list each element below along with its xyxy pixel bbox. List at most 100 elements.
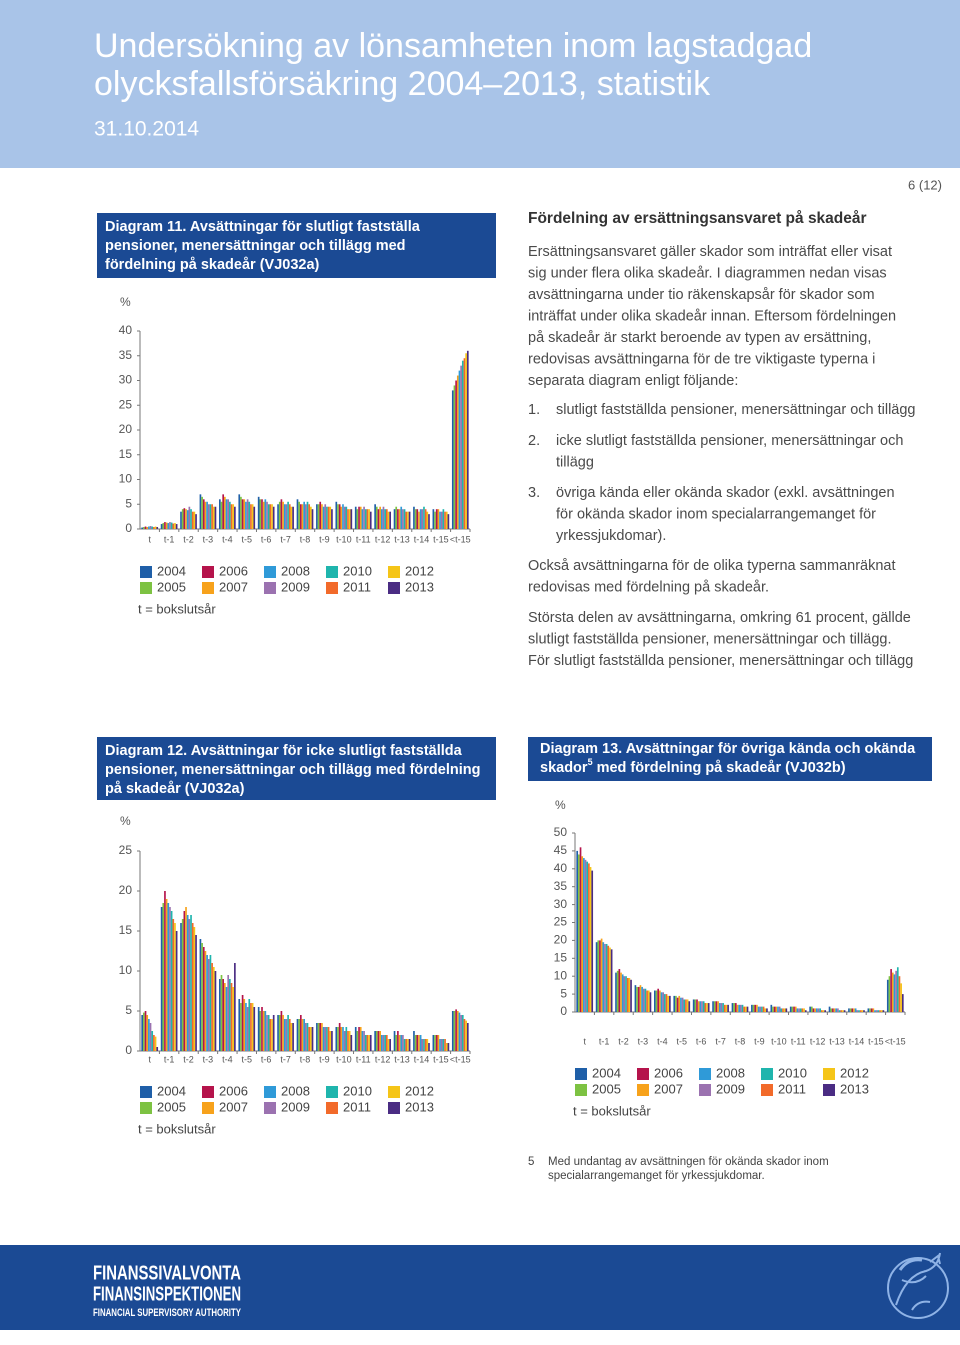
bar [738, 1004, 740, 1012]
bar [322, 506, 325, 529]
bar [144, 526, 147, 529]
bar [240, 496, 242, 529]
y-tick-label: 35 [554, 879, 568, 893]
bar [667, 995, 670, 1012]
list-line: slutligt fastställda pensioner, menersät… [556, 402, 915, 418]
bar [451, 1011, 454, 1051]
bar [146, 527, 149, 529]
bar [418, 1035, 420, 1051]
bar [686, 999, 689, 1012]
bar [199, 939, 202, 1051]
bar [819, 1008, 821, 1012]
legend-label: 2013 [405, 579, 434, 594]
bar [874, 1010, 876, 1012]
bar [224, 496, 226, 529]
bar [241, 995, 244, 1051]
bar [854, 1008, 857, 1012]
body-line: redovisas med fördelning på skadeår. [528, 579, 769, 595]
bar [764, 1008, 767, 1012]
bar [290, 506, 293, 529]
bar [586, 861, 589, 1012]
bar [704, 1003, 707, 1012]
bar [440, 1039, 443, 1051]
x-tick-label: t-9 [319, 1054, 330, 1064]
bar [170, 911, 173, 1051]
chart-title: pensioner, menersättningar och tillägg m… [105, 762, 480, 778]
footnote-line: Med undantag av avsättningen för okända … [548, 1156, 829, 1168]
legend-swatch [823, 1068, 835, 1080]
bar [214, 506, 217, 529]
bar [793, 1006, 795, 1012]
legend-swatch [699, 1084, 711, 1096]
bar [824, 1010, 826, 1012]
bar [740, 1004, 742, 1012]
bar [199, 494, 202, 529]
legend-swatch [140, 1102, 152, 1114]
bar [636, 986, 638, 1012]
legend-swatch [761, 1084, 773, 1096]
bar [734, 1003, 737, 1012]
bar [699, 1001, 702, 1012]
bar [180, 923, 182, 1051]
bar [442, 1039, 445, 1051]
bar [301, 504, 304, 529]
bar [414, 509, 417, 529]
bar [288, 1019, 291, 1051]
bar [837, 1008, 839, 1012]
chart-title: Diagram 13. Avsättningar för övriga känd… [540, 741, 916, 757]
bar [303, 1019, 305, 1051]
bar [243, 499, 246, 529]
bar [350, 1035, 353, 1051]
legend-label: 2006 [654, 1065, 683, 1080]
bar [602, 942, 605, 1012]
legend-swatch [264, 1102, 276, 1114]
bar [723, 1004, 726, 1012]
bar [419, 1035, 422, 1051]
bar [321, 504, 323, 529]
bar [794, 1006, 797, 1012]
bar [439, 511, 441, 529]
y-tick-label: 25 [554, 915, 568, 929]
y-tick-label: 30 [119, 373, 133, 387]
bar [397, 1031, 399, 1051]
footnote-line: specialarrangemanget för yrkessjukdomar. [548, 1170, 765, 1182]
x-tick-label: t-6 [261, 1054, 272, 1064]
bar [717, 1001, 719, 1012]
bar [316, 1023, 318, 1051]
legend-label: 2006 [219, 1083, 248, 1098]
bar [442, 509, 445, 529]
bar [455, 380, 457, 529]
bar [595, 942, 598, 1012]
bar [183, 508, 186, 529]
bar [875, 1010, 878, 1012]
bar [154, 526, 157, 529]
bar [465, 1020, 467, 1051]
bar [377, 509, 380, 529]
x-tick-label: t-14 [414, 1054, 430, 1064]
chart-title: på skadeår (VJ032a) [105, 781, 245, 797]
bar [292, 506, 294, 529]
bar [400, 1035, 403, 1051]
bar [327, 1027, 330, 1051]
body-line: separata diagram enligt följande: [528, 373, 738, 389]
bar [610, 949, 613, 1012]
bar [463, 1019, 466, 1051]
bar [810, 1006, 813, 1012]
bar [434, 1035, 436, 1051]
bar [856, 1010, 859, 1012]
body-line: Största delen av avsättningarna, omkring… [528, 610, 911, 626]
x-tick-label: t-10 [336, 534, 352, 544]
body-line: inträffat under olika skadeår innan. Eft… [528, 308, 896, 324]
bar [287, 1015, 289, 1051]
bar [659, 990, 661, 1012]
bar [245, 1003, 247, 1051]
bar [287, 501, 289, 529]
x-tick-label: t-13 [394, 1054, 410, 1064]
bar [207, 959, 210, 1051]
bar [451, 390, 454, 529]
body-line: slutligt fastställda pensioner, menersät… [528, 631, 892, 647]
legend-label: 2008 [281, 563, 310, 578]
bar [319, 501, 322, 529]
bar [694, 999, 697, 1012]
x-tick-label: t-8 [300, 534, 311, 544]
